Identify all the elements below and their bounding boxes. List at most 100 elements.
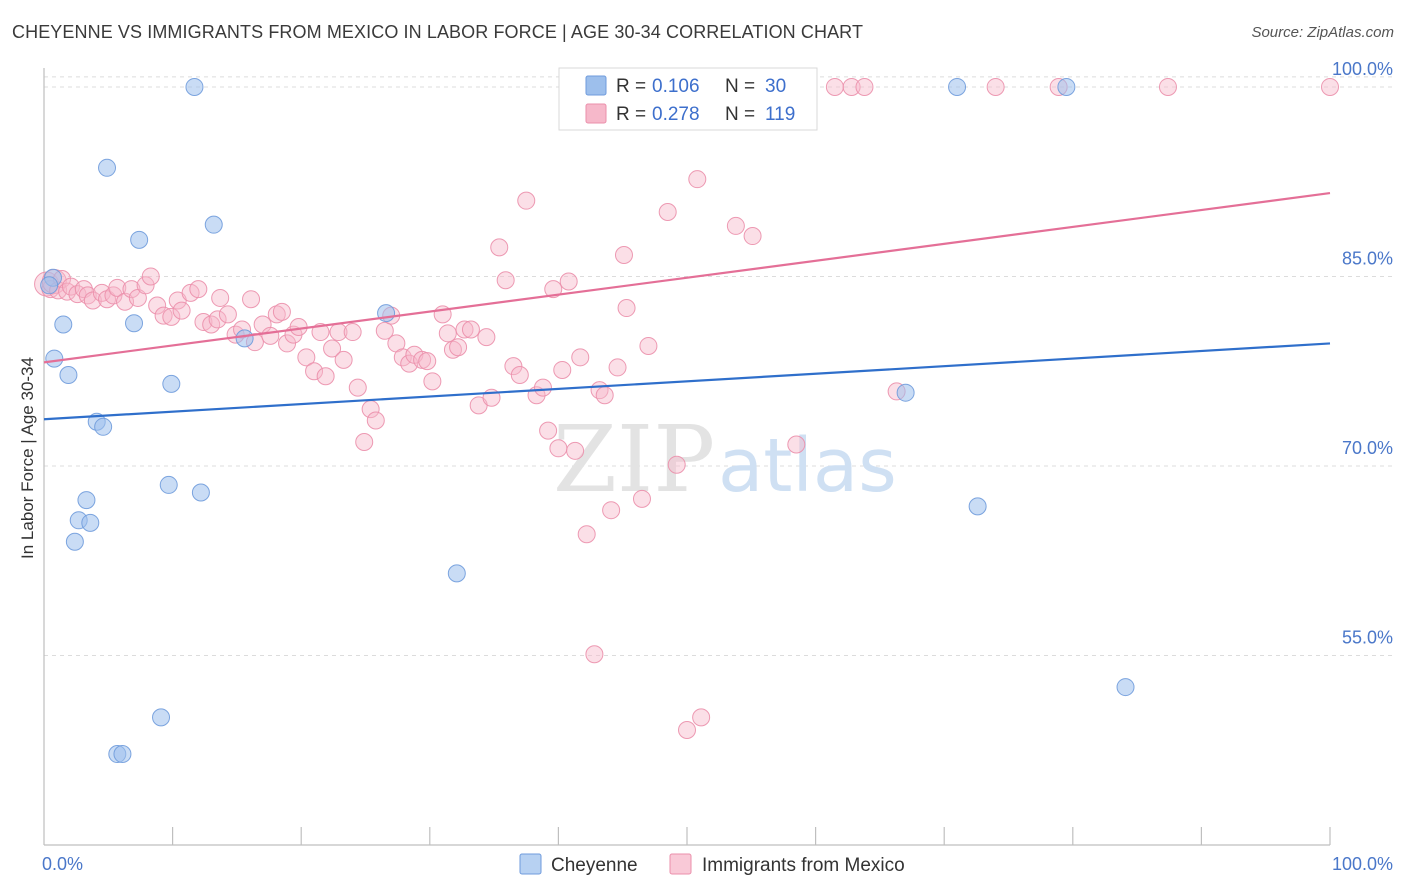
point-cheyenne xyxy=(77,491,96,510)
y-tick-label: 70.0% xyxy=(1342,438,1393,458)
point-mexico xyxy=(533,378,552,397)
legend-bottom-label-mexico: Immigrants from Mexico xyxy=(702,855,905,876)
x-tick-label: 100.0% xyxy=(1332,854,1393,874)
point-cheyenne xyxy=(1057,77,1076,96)
point-mexico xyxy=(571,348,590,367)
point-cheyenne xyxy=(94,417,113,436)
point-cheyenne xyxy=(948,77,967,96)
point-cheyenne xyxy=(65,532,84,551)
point-mexico xyxy=(842,77,861,96)
point-mexico xyxy=(1158,77,1177,96)
point-mexico xyxy=(510,366,529,385)
point-mexico xyxy=(78,286,97,305)
point-mexico xyxy=(136,276,155,295)
point-mexico xyxy=(743,227,762,246)
point-mexico xyxy=(272,302,291,321)
point-mexico xyxy=(986,77,1005,96)
data-points xyxy=(34,77,1339,764)
point-mexico xyxy=(208,310,227,329)
point-mexico xyxy=(517,191,536,210)
point-cheyenne xyxy=(113,745,132,764)
point-mexico xyxy=(189,280,208,299)
point-mexico xyxy=(667,455,686,474)
point-mexico xyxy=(449,338,468,357)
point-mexico xyxy=(461,320,480,339)
legend-bottom-label-cheyenne: Cheyenne xyxy=(551,855,638,876)
point-mexico xyxy=(855,77,874,96)
point-mexico xyxy=(617,299,636,318)
legend-n-value-cheyenne: 30 xyxy=(765,76,786,97)
point-cheyenne xyxy=(54,315,73,334)
point-mexico xyxy=(639,336,658,355)
point-cheyenne xyxy=(235,329,254,348)
point-mexico xyxy=(692,708,711,727)
point-mexico xyxy=(108,278,127,297)
point-mexico xyxy=(267,305,286,324)
point-mexico xyxy=(148,296,167,315)
legend-n-label-mexico: N = xyxy=(725,104,755,125)
point-mexico xyxy=(316,367,335,386)
point-mexico xyxy=(393,348,412,367)
legend-top: R = 0.106 N = 30 R = 0.278 N = 119 xyxy=(558,67,818,131)
point-cheyenne xyxy=(81,513,100,532)
legend-bottom: Cheyenne Immigrants from Mexico xyxy=(519,853,905,876)
point-cheyenne xyxy=(968,497,987,516)
point-mexico xyxy=(490,238,509,257)
point-cheyenne xyxy=(185,77,204,96)
tick-labels: 100.0% 85.0% 70.0% 55.0% 0.0% 100.0% xyxy=(42,59,1393,874)
y-tick-label: 100.0% xyxy=(1332,59,1393,79)
legend-bottom-swatch-mexico xyxy=(669,853,692,875)
point-mexico xyxy=(438,324,457,343)
point-mexico xyxy=(496,271,515,290)
point-mexico xyxy=(553,360,572,379)
point-cheyenne xyxy=(191,483,210,502)
point-mexico xyxy=(343,323,362,342)
point-mexico xyxy=(608,358,627,377)
point-mexico xyxy=(141,267,160,286)
point-mexico xyxy=(423,372,442,391)
point-cheyenne xyxy=(159,475,178,494)
point-mexico xyxy=(305,362,324,381)
trend-line-mexico xyxy=(43,191,1331,364)
point-mexico xyxy=(614,245,633,264)
point-cheyenne xyxy=(896,383,915,402)
point-mexico xyxy=(375,321,394,340)
grid-lines xyxy=(44,76,1393,656)
point-cheyenne xyxy=(45,349,64,368)
point-mexico xyxy=(83,291,102,310)
point-cheyenne xyxy=(447,564,466,583)
point-cheyenne xyxy=(162,374,181,393)
point-mexico xyxy=(162,307,181,326)
point-mexico xyxy=(278,334,297,353)
point-mexico xyxy=(311,323,330,342)
point-mexico xyxy=(443,340,462,359)
x-tick-label: 0.0% xyxy=(42,854,83,874)
point-mexico xyxy=(297,348,316,367)
point-mexico xyxy=(355,432,374,451)
point-mexico xyxy=(366,411,385,430)
point-mexico xyxy=(688,170,707,189)
point-cheyenne xyxy=(59,366,78,385)
point-mexico xyxy=(559,272,578,291)
point-mexico xyxy=(658,203,677,222)
point-cheyenne xyxy=(204,215,223,234)
point-mexico xyxy=(549,439,568,458)
legend-r-label-mexico: R = xyxy=(616,104,646,125)
chart-title: CHEYENNE VS IMMIGRANTS FROM MEXICO IN LA… xyxy=(12,22,864,42)
y-axis-title: In Labor Force | Age 30-34 xyxy=(18,357,37,559)
point-mexico xyxy=(172,301,191,320)
point-mexico xyxy=(154,306,173,325)
point-mexico xyxy=(261,326,280,345)
point-cheyenne xyxy=(1116,678,1135,697)
legend-r-label-cheyenne: R = xyxy=(616,76,646,97)
point-mexico xyxy=(242,290,261,309)
point-mexico xyxy=(787,435,806,454)
legend-swatch-mexico xyxy=(585,103,607,124)
trend-line-cheyenne xyxy=(43,342,1331,421)
point-mexico xyxy=(211,288,230,307)
legend-n-value-mexico: 119 xyxy=(765,104,795,125)
point-mexico xyxy=(504,357,523,376)
point-mexico xyxy=(595,386,614,405)
point-mexico xyxy=(455,320,474,339)
